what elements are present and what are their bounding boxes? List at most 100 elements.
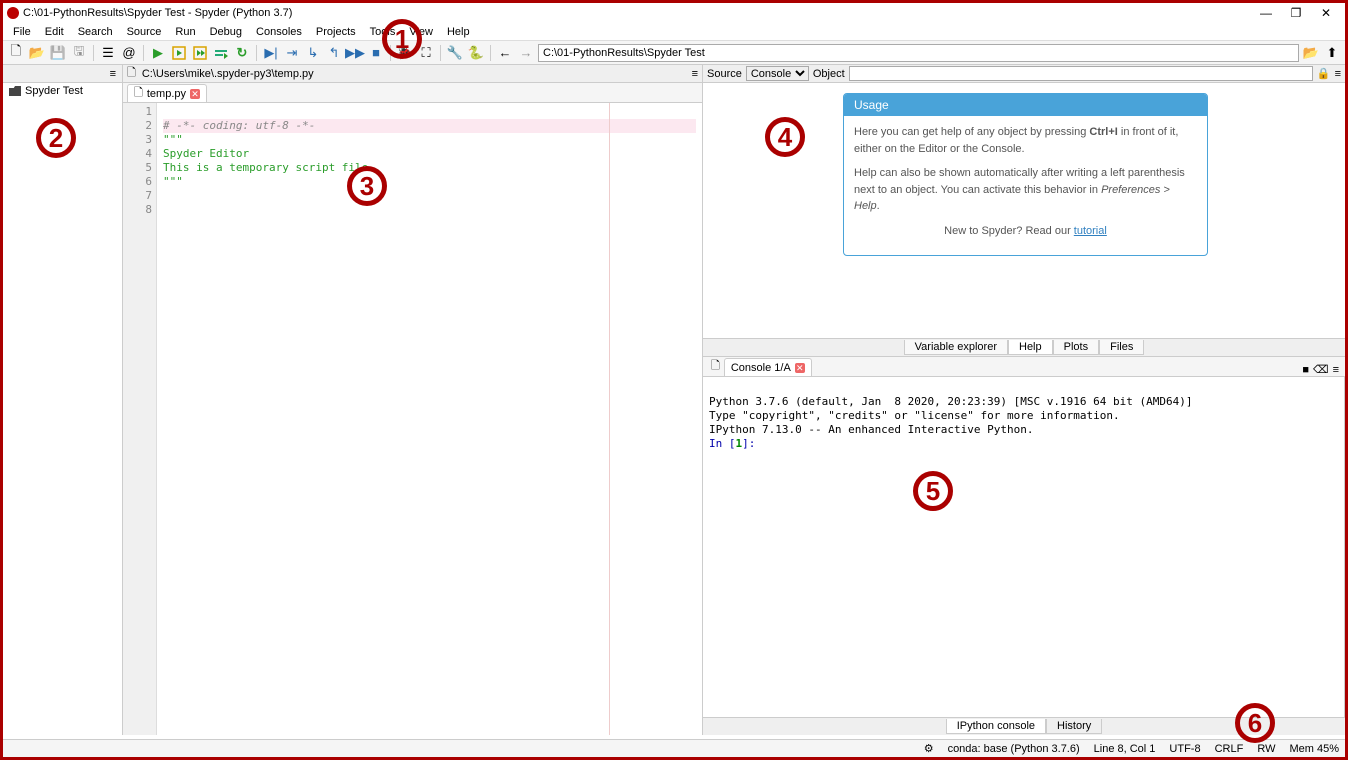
close-tab-icon[interactable]: ✕ [190,89,200,99]
code-editor[interactable]: 1 2 3 4 5 6 7 8 # -*- coding: utf-8 -*-"… [123,103,702,735]
object-input[interactable] [849,66,1313,81]
source-label: Source [707,68,742,80]
editor-new-icon[interactable]: 🗋 [127,64,136,83]
status-bar: ⚙ conda: base (Python 3.7.6) Line 8, Col… [3,739,1345,757]
forward-icon[interactable]: → [517,44,535,62]
status-rw: RW [1257,743,1275,755]
minimize-button[interactable]: — [1251,4,1281,22]
pythonpath-icon[interactable]: 🐍 [467,44,485,62]
continue-icon[interactable]: ▶▶ [346,44,364,62]
tab-history[interactable]: History [1046,719,1102,734]
status-mem: Mem 45% [1289,743,1339,755]
menu-view[interactable]: View [403,25,439,39]
code-content[interactable]: # -*- coding: utf-8 -*-"""Spyder EditorT… [157,103,702,735]
editor-path-bar: 🗋 C:\Users\mike\.spyder-py3\temp.py ≡ [123,65,702,83]
menu-bar: File Edit Search Source Run Debug Consol… [3,23,1345,41]
project-options-icon[interactable]: ≡ [108,68,118,80]
usage-p3: New to Spyder? Read our tutorial [854,223,1197,240]
usage-title: Usage [844,94,1207,116]
title-bar: C:\01-PythonResults\Spyder Test - Spyder… [3,3,1345,23]
step-icon[interactable]: ⇥ [283,44,301,62]
parent-dir-icon[interactable]: ⬆ [1323,44,1341,62]
editor-options-icon[interactable]: ≡ [692,68,698,80]
menu-search[interactable]: Search [72,25,119,39]
close-button[interactable]: ✕ [1311,4,1341,22]
menu-source[interactable]: Source [121,25,168,39]
help-options-icon[interactable]: ≡ [1335,68,1341,80]
window-title: C:\01-PythonResults\Spyder Test - Spyder… [23,7,1251,19]
open-file-icon[interactable]: 📂 [28,44,46,62]
run-selection-icon[interactable] [212,44,230,62]
file-icon: 🗋 [134,84,143,103]
tab-ipython-console[interactable]: IPython console [946,719,1046,734]
tab-help[interactable]: Help [1008,340,1053,355]
status-gear-icon[interactable]: ⚙ [924,742,934,755]
margin-line [609,103,610,735]
usage-p2: Help can also be shown automatically aft… [854,165,1197,215]
clear-console-icon[interactable]: ⌫ [1313,363,1329,376]
object-label: Object [813,68,845,80]
at-icon[interactable]: @ [120,44,138,62]
maximize-pane-icon[interactable]: ⛶ [417,44,435,62]
menu-debug[interactable]: Debug [204,25,248,39]
step-into-icon[interactable]: ↳ [304,44,322,62]
status-position: Line 8, Col 1 [1094,743,1156,755]
run-cell-icon[interactable] [170,44,188,62]
new-file-icon[interactable]: 🗋 [7,44,25,62]
maximize-button[interactable]: ❐ [1281,4,1311,22]
stop-console-icon[interactable]: ■ [1302,364,1309,376]
editor-tab[interactable]: 🗋 temp.py ✕ [127,84,207,102]
console-new-icon[interactable]: 🗋 [707,357,724,376]
back-icon[interactable]: ← [496,44,514,62]
right-panel: Source Console Object 🔒 ≡ Usage Here you… [703,65,1345,735]
ipython-console[interactable]: Python 3.7.6 (default, Jan 8 2020, 20:23… [703,377,1345,717]
project-name: Spyder Test [25,85,83,97]
usage-box: Usage Here you can get help of any objec… [843,93,1208,256]
project-root-item[interactable]: Spyder Test [3,83,122,99]
lock-icon[interactable]: 🔒 [1317,67,1331,80]
step-out-icon[interactable]: ↰ [325,44,343,62]
project-explorer-panel: ≡ Spyder Test [3,65,123,735]
working-directory-input[interactable] [538,44,1299,62]
close-console-icon[interactable]: ✕ [795,363,805,373]
tab-plots[interactable]: Plots [1053,340,1099,355]
usage-p1: Here you can get help of any object by p… [854,124,1197,157]
help-content-area: Usage Here you can get help of any objec… [703,83,1345,338]
save-all-icon[interactable]: 🖫 [70,44,88,62]
run-icon[interactable]: ▶ [149,44,167,62]
status-env[interactable]: conda: base (Python 3.7.6) [948,743,1080,755]
menu-consoles[interactable]: Consoles [250,25,308,39]
help-object-bar: Source Console Object 🔒 ≡ [703,65,1345,83]
editor-tab-label: temp.py [147,88,186,100]
rerun-icon[interactable]: ↻ [233,44,251,62]
menu-run[interactable]: Run [169,25,201,39]
editor-tab-bar: 🗋 temp.py ✕ [123,83,702,103]
menu-tools[interactable]: Tools [364,25,402,39]
menu-edit[interactable]: Edit [39,25,70,39]
editor-file-path: C:\Users\mike\.spyder-py3\temp.py [142,68,314,80]
tab-variable-explorer[interactable]: Variable explorer [904,340,1008,355]
menu-help[interactable]: Help [441,25,476,39]
debug-file-icon[interactable]: 🐞 [396,44,414,62]
preferences-icon[interactable]: 🔧 [446,44,464,62]
outline-icon[interactable]: ☰ [99,44,117,62]
tab-files[interactable]: Files [1099,340,1144,355]
save-icon[interactable]: 💾 [49,44,67,62]
status-encoding: UTF-8 [1169,743,1200,755]
line-gutter: 1 2 3 4 5 6 7 8 [123,103,157,735]
console-tab[interactable]: Console 1/A ✕ [724,358,812,376]
folder-icon [9,86,21,96]
stop-debug-icon[interactable]: ■ [367,44,385,62]
menu-file[interactable]: File [7,25,37,39]
help-tabs: Variable explorer Help Plots Files [703,338,1345,356]
console-tab-bar: 🗋 Console 1/A ✕ ■ ⌫ ≡ [703,357,1345,377]
browse-dir-icon[interactable]: 📂 [1302,44,1320,62]
tutorial-link[interactable]: tutorial [1074,225,1107,237]
run-cell-advance-icon[interactable] [191,44,209,62]
console-options-icon[interactable]: ≡ [1333,364,1339,376]
debug-icon[interactable]: ▶| [262,44,280,62]
menu-projects[interactable]: Projects [310,25,362,39]
main-toolbar: 🗋 📂 💾 🖫 ☰ @ ▶ ↻ ▶| ⇥ ↳ ↰ ▶▶ ■ 🐞 ⛶ 🔧 🐍 ← … [3,41,1345,65]
console-tab-label: Console 1/A [731,362,791,374]
source-select[interactable]: Console [746,66,809,81]
